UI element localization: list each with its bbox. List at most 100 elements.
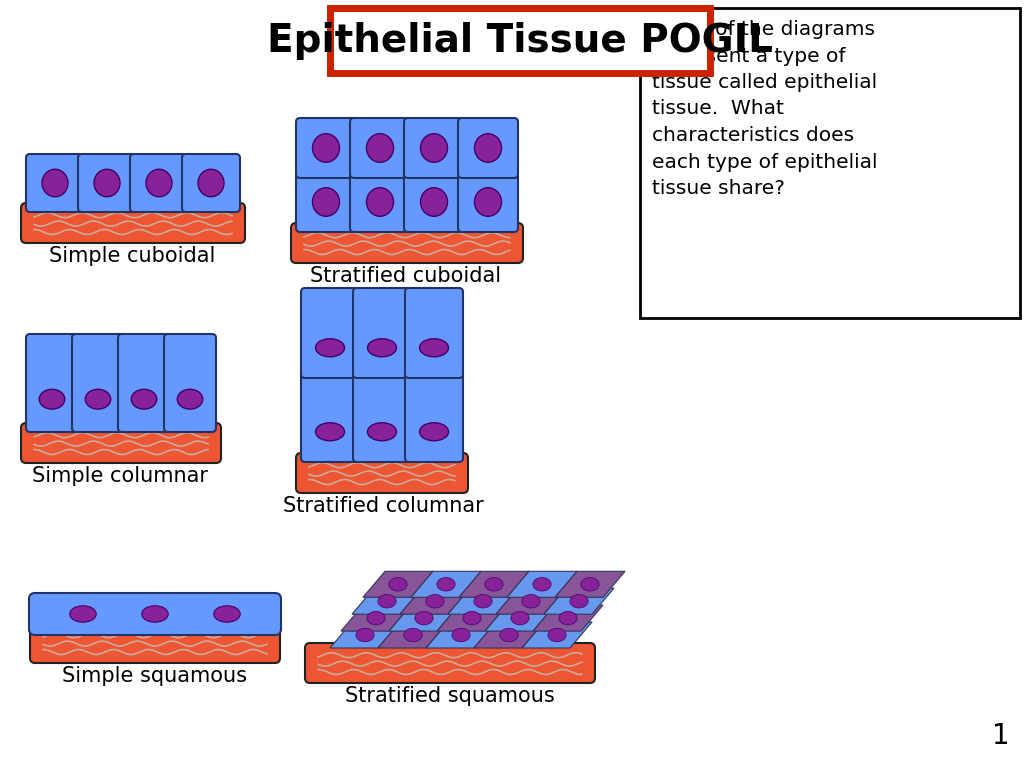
Ellipse shape (368, 422, 396, 441)
FancyBboxPatch shape (78, 154, 136, 212)
Ellipse shape (474, 187, 502, 217)
Ellipse shape (548, 628, 566, 642)
FancyBboxPatch shape (22, 423, 221, 463)
Ellipse shape (500, 628, 518, 642)
Ellipse shape (368, 339, 396, 357)
Ellipse shape (420, 339, 449, 357)
Polygon shape (449, 588, 518, 614)
Ellipse shape (214, 606, 241, 622)
Ellipse shape (177, 389, 203, 409)
Ellipse shape (570, 594, 588, 608)
FancyBboxPatch shape (72, 334, 124, 432)
Ellipse shape (452, 628, 470, 642)
FancyBboxPatch shape (182, 154, 240, 212)
Ellipse shape (367, 187, 393, 217)
FancyBboxPatch shape (164, 334, 216, 432)
Ellipse shape (421, 134, 447, 162)
Ellipse shape (532, 578, 551, 591)
Polygon shape (411, 571, 481, 598)
Polygon shape (437, 605, 507, 631)
Polygon shape (459, 571, 529, 598)
FancyBboxPatch shape (118, 334, 170, 432)
Ellipse shape (70, 606, 96, 622)
Ellipse shape (141, 606, 168, 622)
FancyBboxPatch shape (29, 593, 281, 635)
Polygon shape (544, 588, 614, 614)
Text: Simple cuboidal: Simple cuboidal (49, 246, 215, 266)
FancyBboxPatch shape (458, 118, 518, 178)
FancyBboxPatch shape (404, 172, 464, 232)
Ellipse shape (421, 187, 447, 217)
Ellipse shape (389, 578, 408, 591)
Ellipse shape (131, 389, 157, 409)
Polygon shape (522, 622, 592, 648)
Text: 1.  All of the diagrams
represent a type of
tissue called epithelial
tissue.  Wh: 1. All of the diagrams represent a type … (652, 20, 878, 198)
FancyBboxPatch shape (301, 372, 359, 462)
Polygon shape (555, 571, 625, 598)
Polygon shape (485, 605, 555, 631)
Polygon shape (362, 571, 433, 598)
Ellipse shape (511, 611, 529, 625)
Ellipse shape (198, 169, 224, 197)
Ellipse shape (146, 169, 172, 197)
FancyBboxPatch shape (30, 623, 280, 663)
Polygon shape (378, 622, 449, 648)
Ellipse shape (378, 594, 396, 608)
Text: 1: 1 (992, 722, 1010, 750)
Ellipse shape (522, 594, 540, 608)
Polygon shape (426, 622, 496, 648)
Ellipse shape (42, 169, 68, 197)
Ellipse shape (315, 339, 344, 357)
Ellipse shape (312, 187, 340, 217)
Ellipse shape (426, 594, 444, 608)
Ellipse shape (463, 611, 481, 625)
FancyBboxPatch shape (291, 223, 523, 263)
Ellipse shape (315, 422, 344, 441)
Polygon shape (389, 605, 459, 631)
Ellipse shape (415, 611, 433, 625)
FancyBboxPatch shape (404, 118, 464, 178)
FancyBboxPatch shape (350, 172, 410, 232)
Ellipse shape (581, 578, 599, 591)
FancyBboxPatch shape (296, 172, 356, 232)
FancyBboxPatch shape (301, 288, 359, 378)
Text: Epithelial Tissue POGIL: Epithelial Tissue POGIL (267, 22, 773, 59)
Ellipse shape (474, 134, 502, 162)
Polygon shape (341, 605, 411, 631)
FancyBboxPatch shape (406, 372, 463, 462)
Polygon shape (400, 588, 470, 614)
Polygon shape (507, 571, 577, 598)
Text: Stratified cuboidal: Stratified cuboidal (310, 266, 502, 286)
Ellipse shape (356, 628, 374, 642)
FancyBboxPatch shape (350, 118, 410, 178)
FancyBboxPatch shape (353, 372, 411, 462)
Polygon shape (534, 605, 603, 631)
Ellipse shape (39, 389, 65, 409)
Text: Stratified columnar: Stratified columnar (283, 496, 483, 516)
FancyBboxPatch shape (640, 8, 1020, 318)
FancyBboxPatch shape (22, 203, 245, 243)
FancyBboxPatch shape (353, 288, 411, 378)
Text: Stratified squamous: Stratified squamous (345, 686, 555, 706)
Ellipse shape (485, 578, 503, 591)
FancyBboxPatch shape (330, 8, 710, 73)
Ellipse shape (367, 134, 393, 162)
FancyBboxPatch shape (296, 118, 356, 178)
Polygon shape (474, 622, 544, 648)
FancyBboxPatch shape (26, 334, 78, 432)
FancyBboxPatch shape (305, 643, 595, 683)
FancyBboxPatch shape (458, 172, 518, 232)
Polygon shape (330, 622, 400, 648)
Ellipse shape (94, 169, 120, 197)
FancyBboxPatch shape (296, 453, 468, 493)
Ellipse shape (312, 134, 340, 162)
Ellipse shape (420, 422, 449, 441)
Ellipse shape (85, 389, 111, 409)
FancyBboxPatch shape (130, 154, 188, 212)
Polygon shape (352, 588, 422, 614)
Text: Simple squamous: Simple squamous (62, 666, 248, 686)
FancyBboxPatch shape (406, 288, 463, 378)
Ellipse shape (367, 611, 385, 625)
Ellipse shape (437, 578, 455, 591)
Ellipse shape (559, 611, 578, 625)
